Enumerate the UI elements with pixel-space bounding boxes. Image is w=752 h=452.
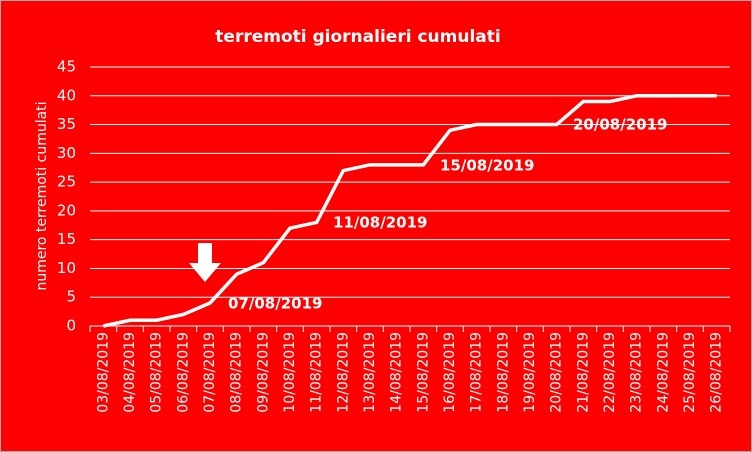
x-tick-label: 03/08/2019 xyxy=(95,332,111,413)
x-tick-label: 07/08/2019 xyxy=(202,332,218,413)
y-tick-label: 25 xyxy=(57,173,76,191)
y-tick-label: 35 xyxy=(57,115,76,133)
y-tick-label: 30 xyxy=(57,144,76,162)
arrow xyxy=(189,243,221,282)
x-tick-label: 12/08/2019 xyxy=(335,332,351,413)
x-tick-label: 24/08/2019 xyxy=(655,332,671,413)
y-tick-label: 5 xyxy=(66,288,76,306)
y-tick-label: 40 xyxy=(57,86,76,104)
x-tick-label: 13/08/2019 xyxy=(362,332,378,413)
x-tick-label: 06/08/2019 xyxy=(175,332,191,413)
x-tick-label: 14/08/2019 xyxy=(389,332,405,413)
x-tick-label: 11/08/2019 xyxy=(309,332,325,413)
y-axis-label: numero terremoti cumulati xyxy=(34,101,50,290)
x-tick-label: 25/08/2019 xyxy=(682,332,698,413)
annotation: 20/08/2019 xyxy=(573,116,667,134)
x-tick-label: 23/08/2019 xyxy=(629,332,645,413)
annotation: 15/08/2019 xyxy=(440,157,534,175)
x-tick-label: 08/08/2019 xyxy=(229,332,245,413)
x-tick-label: 22/08/2019 xyxy=(602,332,618,413)
chart-title: terremoti giornalieri cumulati xyxy=(215,27,500,47)
x-tick-label: 15/08/2019 xyxy=(415,332,431,413)
x-tick-label: 20/08/2019 xyxy=(549,332,565,413)
x-tick-label: 10/08/2019 xyxy=(282,332,298,413)
x-tick-label: 05/08/2019 xyxy=(149,332,165,413)
y-tick-label: 10 xyxy=(57,259,76,277)
x-tick-label: 26/08/2019 xyxy=(709,332,725,413)
annotation: 11/08/2019 xyxy=(333,214,427,232)
y-tick-label: 15 xyxy=(57,230,76,248)
x-tick-label: 09/08/2019 xyxy=(255,332,271,413)
y-tick-label: 20 xyxy=(57,201,76,219)
line xyxy=(102,94,717,328)
y-tick-label: 45 xyxy=(57,58,76,76)
x-tick-label: 17/08/2019 xyxy=(469,332,485,413)
annotation: 07/08/2019 xyxy=(228,295,322,313)
x-tick-label: 04/08/2019 xyxy=(122,332,138,413)
x-tick-label: 18/08/2019 xyxy=(495,332,511,413)
x-tick-label: 16/08/2019 xyxy=(442,332,458,413)
x-tick-label: 19/08/2019 xyxy=(522,332,538,413)
x-tick-label: 21/08/2019 xyxy=(575,332,591,413)
y-tick-label: 0 xyxy=(66,317,76,335)
